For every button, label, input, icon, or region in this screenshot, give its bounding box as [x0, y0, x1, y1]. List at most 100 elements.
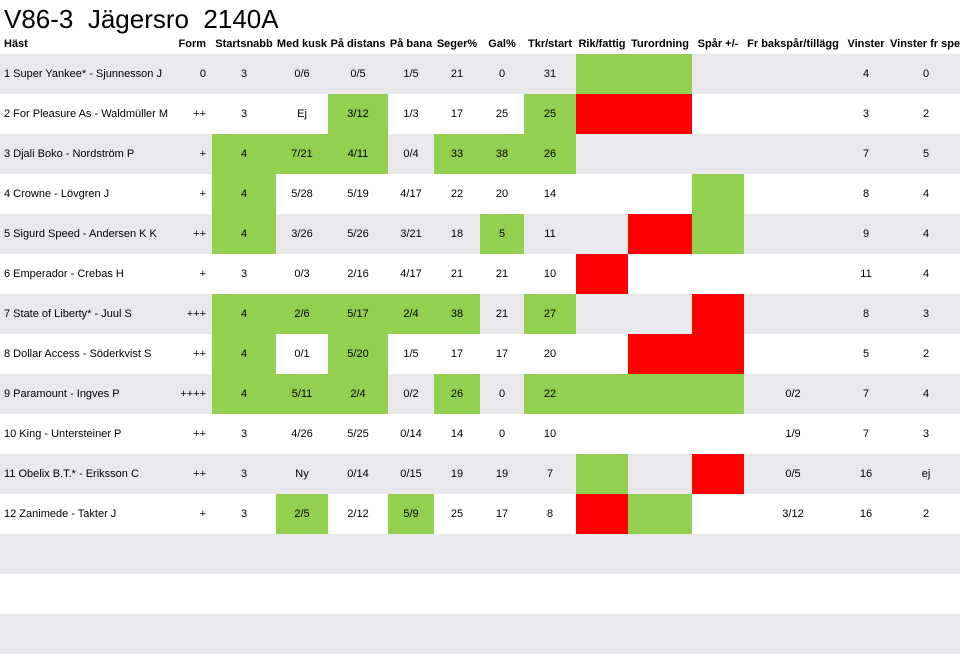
table-cell: 27 — [524, 294, 576, 334]
table-cell — [628, 414, 692, 454]
table-cell: 5/28 — [276, 174, 328, 214]
table-cell: 4 — [212, 294, 276, 334]
column-header: Med kusk — [276, 38, 328, 50]
table-cell: ++ — [162, 414, 212, 454]
table-cell: 4/17 — [388, 174, 434, 214]
table-row: 8 Dollar Access - Söderkvist S ++ 4 0/1 5/20… — [0, 334, 960, 374]
empty-cell — [388, 574, 434, 614]
table-cell: ej — [890, 454, 960, 494]
horse-name-cell: 3 Djali Boko - Nordström P — [0, 134, 162, 174]
column-header: Tkr/start — [527, 38, 573, 50]
empty-cell — [842, 614, 890, 654]
empty-cell — [328, 534, 388, 574]
horse-name-cell: 9 Paramount - Ingves P — [0, 374, 162, 414]
empty-cell — [692, 614, 744, 654]
table-cell: 3 — [212, 494, 276, 534]
table-cell — [628, 454, 692, 494]
table-cell — [628, 334, 692, 374]
table-cell — [576, 294, 628, 334]
table-cell: 22 — [434, 174, 480, 214]
table-row: 9 Paramount - Ingves P ++++ 4 5/11 2/4 0/2 26 0… — [0, 374, 960, 414]
table-cell: 7 — [842, 414, 890, 454]
empty-cell — [524, 614, 576, 654]
table-cell: 3 — [890, 414, 960, 454]
table-cell: 5 — [480, 214, 524, 254]
table-cell: 4/17 — [388, 254, 434, 294]
table-cell: + — [162, 134, 212, 174]
table-cell: ++ — [162, 94, 212, 134]
table-cell: 25 — [480, 94, 524, 134]
table-cell: 4/26 — [276, 414, 328, 454]
table-cell: 7/21 — [276, 134, 328, 174]
empty-cell — [328, 614, 388, 654]
empty-cell — [890, 574, 960, 614]
table-cell: 5/19 — [328, 174, 388, 214]
empty-cell — [628, 574, 692, 614]
column-header: Form — [178, 38, 207, 50]
table-cell — [628, 374, 692, 414]
horse-name-cell: 2 For Pleasure As - Waldmüller M — [0, 94, 168, 134]
table-cell: 0/2 — [744, 374, 842, 414]
table-cell: 0 — [480, 414, 524, 454]
table-cell — [628, 294, 692, 334]
empty-cell — [0, 534, 162, 574]
table-cell: 4 — [890, 174, 960, 214]
table-row: 12 Zanimede - Takter J +3 2/5 2/12 5/9 25 17 8 3… — [0, 494, 960, 534]
column-header: Häst — [4, 38, 28, 50]
horse-name-cell: 7 State of Liberty* - Juul S — [0, 294, 162, 334]
empty-cell — [744, 534, 842, 574]
table-cell: 5/26 — [328, 214, 388, 254]
empty-cell — [842, 574, 890, 614]
table-cell: 16 — [842, 494, 890, 534]
column-header: Gal% — [488, 38, 516, 50]
table-cell: 17 — [434, 334, 480, 374]
column-header: Fr bakspår/tillägg — [747, 38, 839, 50]
empty-cell — [328, 574, 388, 614]
table-row: 2 For Pleasure As - Waldmüller M ++ 3 Ej 3/1… — [0, 94, 960, 134]
empty-cell — [576, 574, 628, 614]
table-cell: 3 — [212, 94, 276, 134]
table-cell: 8 — [524, 494, 576, 534]
table-cell — [744, 334, 842, 374]
table-cell — [692, 454, 744, 494]
horse-table: Häst Form Startsnabb Med kusk På distans På b… — [0, 34, 960, 654]
table-cell: 5 — [842, 334, 890, 374]
empty-cell — [524, 574, 576, 614]
table-cell: +++ — [162, 294, 212, 334]
table-cell — [628, 174, 692, 214]
horse-name-cell: 12 Zanimede - Takter J — [0, 494, 162, 534]
column-header: Vinster fr spets — [890, 38, 960, 50]
table-cell: 0 — [890, 54, 960, 94]
table-cell — [576, 334, 628, 374]
table-cell: + — [162, 174, 212, 214]
table-cell: 2/16 — [328, 254, 388, 294]
table-cell: 0/1 — [276, 334, 328, 374]
empty-row — [0, 614, 960, 654]
column-header: På bana — [389, 38, 433, 50]
column-header: Turordning — [631, 38, 689, 50]
header-row: Häst Form Startsnabb Med kusk På distans På b… — [0, 34, 960, 54]
table-cell — [692, 294, 744, 334]
table-cell: 5 — [890, 134, 960, 174]
empty-cell — [162, 614, 212, 654]
empty-cell — [212, 614, 276, 654]
empty-cell — [480, 534, 524, 574]
empty-cell — [212, 574, 276, 614]
table-cell — [576, 134, 628, 174]
table-cell: 21 — [434, 54, 480, 94]
table-row: 10 King - Untersteiner P ++ 3 4/26 5/25 0/14 1… — [0, 414, 960, 454]
empty-cell — [744, 574, 842, 614]
empty-cell — [0, 614, 162, 654]
table-cell: 20 — [480, 174, 524, 214]
table-cell: 26 — [524, 134, 576, 174]
table-cell: 10 — [524, 254, 576, 294]
table-cell: 0/2 — [388, 374, 434, 414]
table-cell — [692, 94, 744, 134]
table-cell — [576, 414, 628, 454]
empty-cell — [576, 614, 628, 654]
table-cell — [692, 214, 744, 254]
column-header: Spår +/- — [697, 38, 739, 50]
table-cell — [744, 134, 842, 174]
table-cell: 0 — [480, 54, 524, 94]
table-cell — [692, 254, 744, 294]
